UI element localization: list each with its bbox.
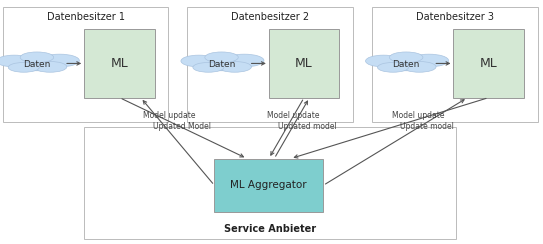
Text: ML: ML	[295, 57, 313, 70]
Ellipse shape	[205, 52, 238, 63]
FancyBboxPatch shape	[187, 7, 353, 122]
Text: Datenbesitzer 3: Datenbesitzer 3	[416, 12, 494, 22]
FancyBboxPatch shape	[84, 127, 456, 239]
Text: Service Anbieter: Service Anbieter	[224, 224, 316, 234]
FancyBboxPatch shape	[453, 29, 524, 98]
Text: Daten: Daten	[393, 60, 420, 69]
Ellipse shape	[13, 56, 61, 71]
Text: Daten: Daten	[23, 60, 50, 69]
Ellipse shape	[218, 61, 251, 72]
Ellipse shape	[402, 61, 436, 72]
Text: Model update: Model update	[392, 112, 445, 120]
Text: Daten: Daten	[208, 60, 235, 69]
Text: Updated Model: Updated Model	[154, 122, 211, 131]
FancyBboxPatch shape	[269, 29, 339, 98]
Ellipse shape	[40, 54, 79, 67]
Text: ML Aggregator: ML Aggregator	[230, 181, 307, 190]
Ellipse shape	[389, 52, 423, 63]
Text: Update model: Update model	[401, 122, 454, 131]
Ellipse shape	[409, 54, 449, 67]
Ellipse shape	[382, 56, 430, 71]
Text: Model update: Model update	[142, 112, 195, 120]
Text: ML: ML	[111, 57, 128, 70]
FancyBboxPatch shape	[3, 7, 168, 122]
Ellipse shape	[20, 52, 54, 63]
Ellipse shape	[33, 61, 67, 72]
Text: Datenbesitzer 1: Datenbesitzer 1	[47, 12, 124, 22]
Ellipse shape	[0, 55, 32, 67]
Ellipse shape	[224, 54, 264, 67]
Text: Model update: Model update	[268, 112, 320, 120]
Ellipse shape	[8, 62, 39, 72]
Ellipse shape	[198, 56, 245, 71]
Ellipse shape	[377, 62, 408, 72]
FancyBboxPatch shape	[84, 29, 155, 98]
Text: Updated model: Updated model	[279, 122, 337, 131]
FancyBboxPatch shape	[372, 7, 538, 122]
Ellipse shape	[365, 55, 401, 67]
Text: Datenbesitzer 2: Datenbesitzer 2	[231, 12, 309, 22]
Text: ML: ML	[480, 57, 497, 70]
Ellipse shape	[193, 62, 224, 72]
FancyBboxPatch shape	[214, 159, 323, 212]
Ellipse shape	[181, 55, 217, 67]
